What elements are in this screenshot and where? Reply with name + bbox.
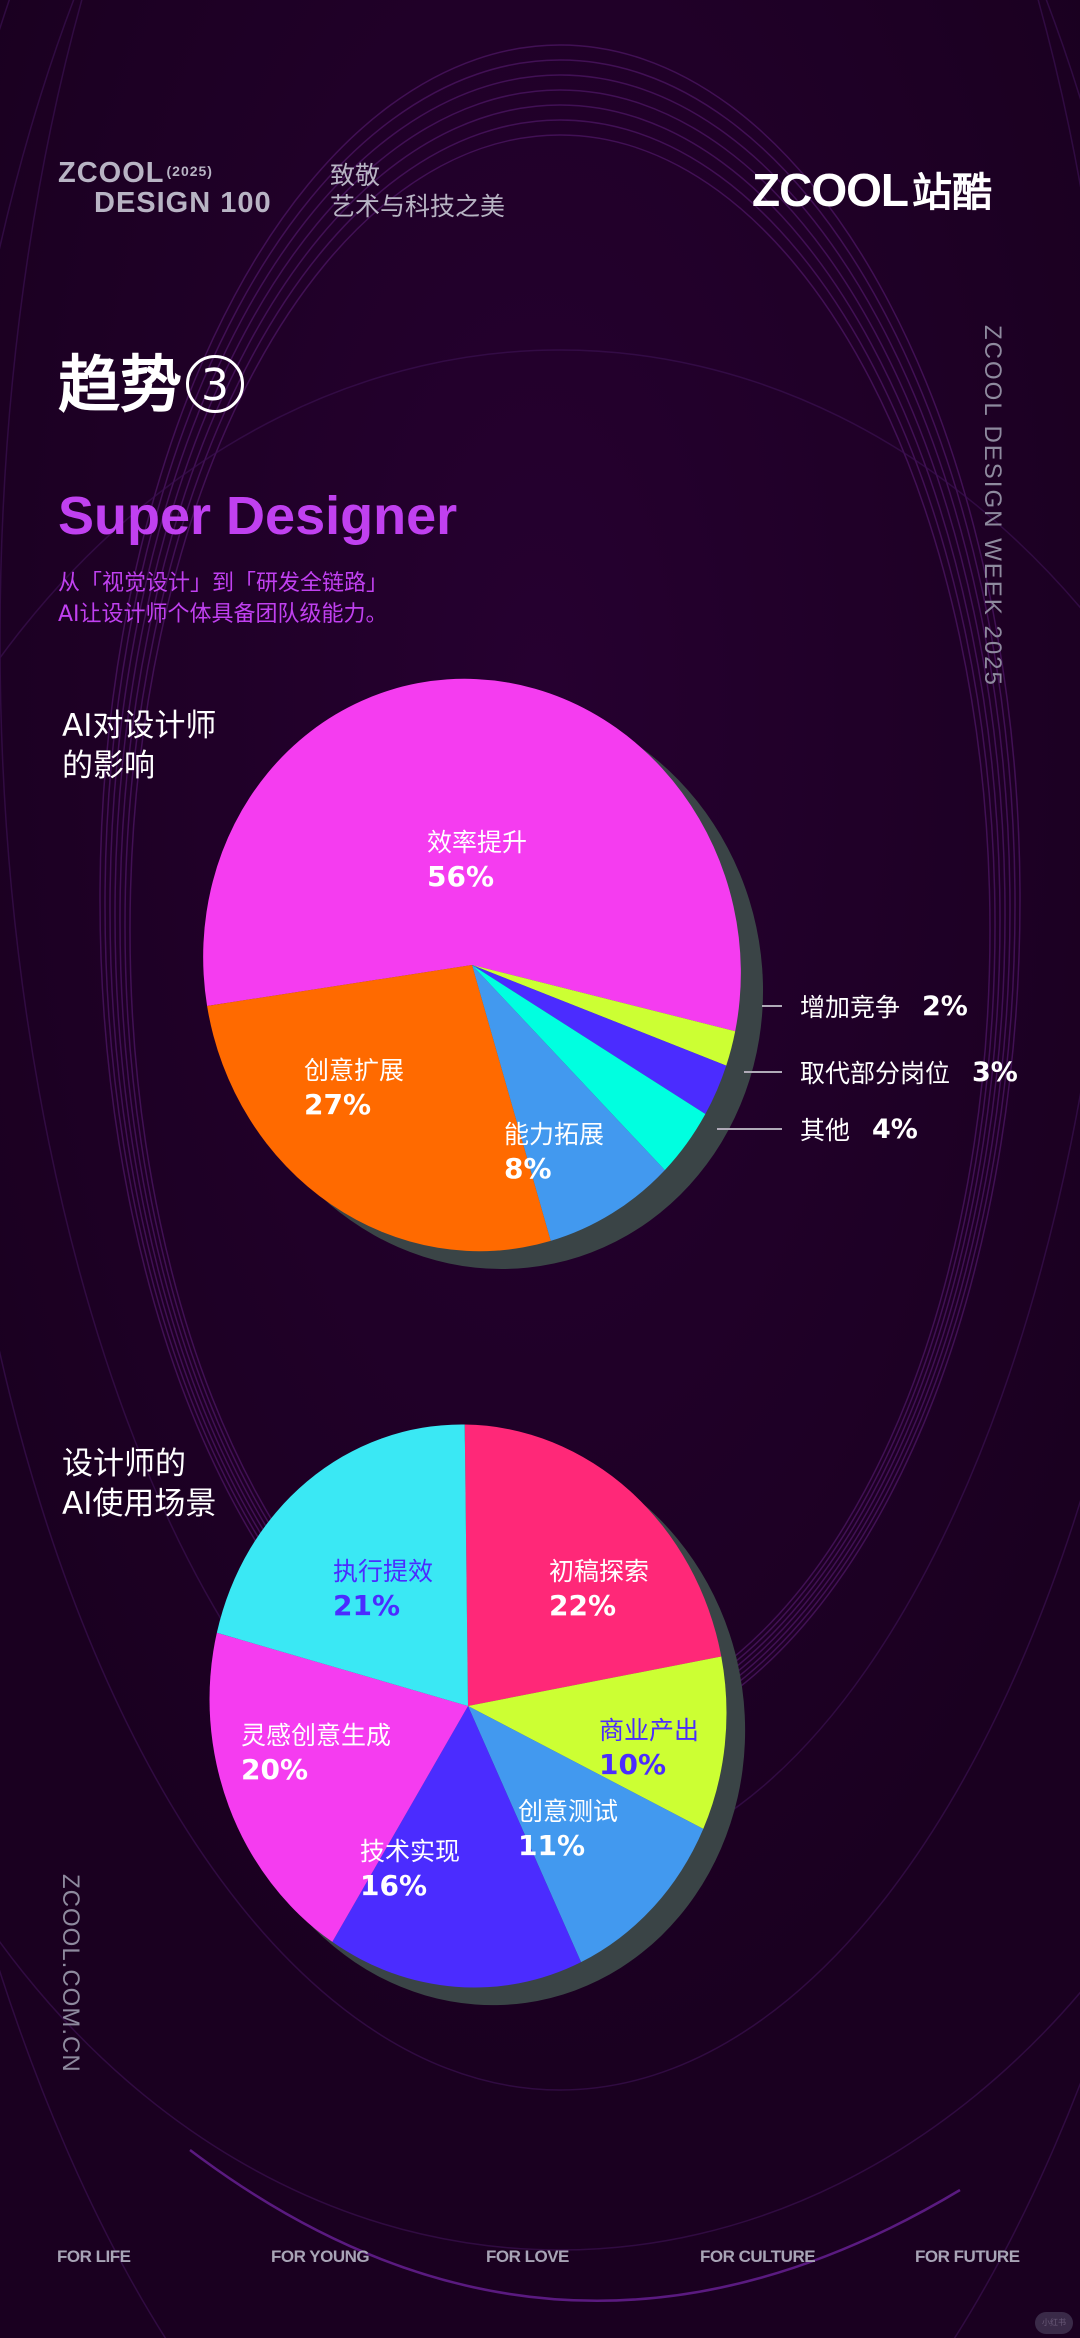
chart1-title: AI对设计师 的影响: [62, 708, 217, 784]
watermark-badge: 小红书: [1035, 2312, 1073, 2334]
legend-replace-positions: 取代部分岗位 3%: [744, 1054, 1018, 1090]
slice-label-ability-expansion: 能力拓展 8%: [504, 1120, 605, 1185]
slice-label-execution: 执行提效 21%: [333, 1557, 434, 1622]
side-text-design-week: ZCOOL DESIGN WEEK 2025: [979, 325, 1006, 687]
legend-increased-competition: 增加竞争 2%: [762, 988, 968, 1024]
trend-heading: 趋势 3: [58, 350, 245, 420]
subtitle: 从「视觉设计」到「研发全链路」 AI让设计师个体具备团队级能力。: [58, 571, 389, 627]
tagline: 致敬 艺术与科技之美: [330, 161, 506, 221]
slice-label-tech-implementation: 技术实现 16%: [360, 1837, 461, 1902]
side-text-website: ZCOOL.COM.CN: [57, 1874, 84, 2073]
zcool-brand-logo: ZCOOL 站酷: [752, 164, 992, 216]
footer-for-young: FOR YOUNG: [271, 2247, 370, 2266]
slice-label-commercial-output: 商业产出 10%: [599, 1716, 700, 1781]
zcool-design-100-logo: ZCOOL (2025) DESIGN 100: [58, 157, 272, 219]
headline: Super Designer: [58, 486, 458, 546]
slice-label-efficiency: 效率提升 56%: [427, 828, 528, 893]
slice-label-creative-expansion: 创意扩展 27%: [304, 1056, 405, 1121]
footer-for-life: FOR LIFE: [57, 2247, 131, 2266]
legend-other: 其他 4%: [717, 1111, 918, 1147]
slice-label-inspiration: 灵感创意生成 20%: [241, 1721, 392, 1786]
slice-label-draft-exploration: 初稿探索 22%: [549, 1557, 650, 1622]
footer-for-culture: FOR CULTURE: [700, 2247, 816, 2266]
circled-number: 3: [186, 355, 245, 413]
footer-for-love: FOR LOVE: [486, 2247, 569, 2266]
slice-label-creative-testing: 创意测试 11%: [518, 1797, 619, 1862]
footer-for-future: FOR FUTURE: [915, 2247, 1020, 2266]
chart2-title: 设计师的 AI使用场景: [62, 1446, 217, 1522]
